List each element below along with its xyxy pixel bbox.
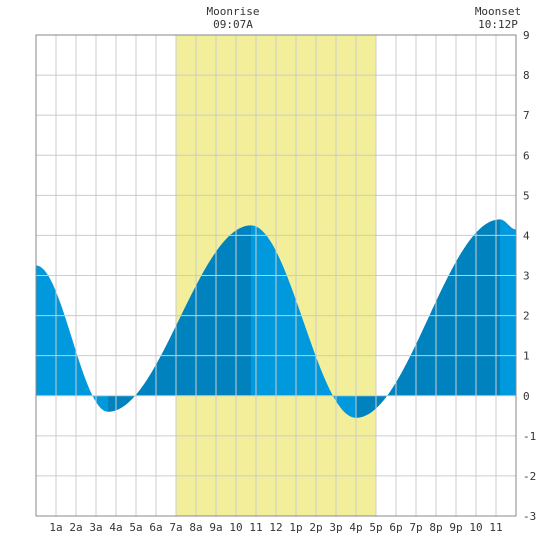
y-tick-label: 5	[523, 189, 530, 202]
x-tick-label: 1a	[49, 521, 62, 534]
moonset-label: Moonset 10:12P	[468, 5, 528, 31]
x-tick-label: 3p	[329, 521, 342, 534]
falling-tide-segment	[251, 225, 356, 418]
x-tick-label: 7p	[409, 521, 422, 534]
y-tick-label: -2	[523, 470, 536, 483]
y-tick-label: 1	[523, 350, 530, 363]
y-tick-label: 4	[523, 229, 530, 242]
x-tick-label: 8p	[429, 521, 442, 534]
moonrise-label: Moonrise 09:07A	[203, 5, 263, 31]
x-tick-label: 10	[469, 521, 482, 534]
y-tick-label: 3	[523, 270, 530, 283]
y-tick-label: 7	[523, 109, 530, 122]
x-tick-label: 4p	[349, 521, 362, 534]
y-tick-label: -3	[523, 510, 536, 523]
x-tick-label: 11	[249, 521, 262, 534]
x-tick-label: 10	[229, 521, 242, 534]
x-tick-label: 11	[489, 521, 502, 534]
moonrise-time: 09:07A	[213, 18, 253, 31]
x-tick-label: 7a	[169, 521, 182, 534]
y-axis: -3 -2 -1 0 1 2 3 4 5 6 7 8 9	[523, 29, 536, 523]
x-tick-label: 1p	[289, 521, 302, 534]
moonset-time: 10:12P	[478, 18, 518, 31]
x-tick-label: 5a	[129, 521, 142, 534]
x-tick-label: 12	[269, 521, 282, 534]
moonrise-title: Moonrise	[206, 5, 260, 18]
x-tick-label: 9a	[209, 521, 222, 534]
y-tick-label: 2	[523, 310, 530, 323]
grid	[36, 35, 516, 516]
x-tick-label: 6a	[149, 521, 162, 534]
y-tick-label: 6	[523, 149, 530, 162]
moonset-title: Moonset	[474, 5, 522, 18]
x-tick-label: 6p	[389, 521, 402, 534]
falling-tide-segment	[500, 219, 516, 396]
x-tick-label: 2a	[69, 521, 82, 534]
x-axis: 1a 2a 3a 4a 5a 6a 7a 8a 9a 10 11 12 1p 2p 3p 4p 5p 6p 7p 8p…	[49, 521, 502, 534]
y-tick-label: 8	[523, 69, 530, 82]
plot-frame	[35, 34, 517, 517]
x-tick-label: 3a	[89, 521, 102, 534]
x-tick-label: 9p	[449, 521, 462, 534]
tide-area	[36, 219, 516, 418]
x-tick-label: 4a	[109, 521, 122, 534]
rising-tide-segment	[356, 219, 500, 418]
y-tick-label: -1	[523, 430, 536, 443]
x-tick-label: 2p	[309, 521, 322, 534]
rising-tide-segment	[108, 225, 251, 412]
y-tick-label: 0	[523, 390, 530, 403]
x-tick-label: 5p	[369, 521, 382, 534]
falling-tide-segment	[36, 265, 108, 412]
y-tick-label: 9	[523, 29, 530, 42]
x-tick-label: 8a	[189, 521, 202, 534]
